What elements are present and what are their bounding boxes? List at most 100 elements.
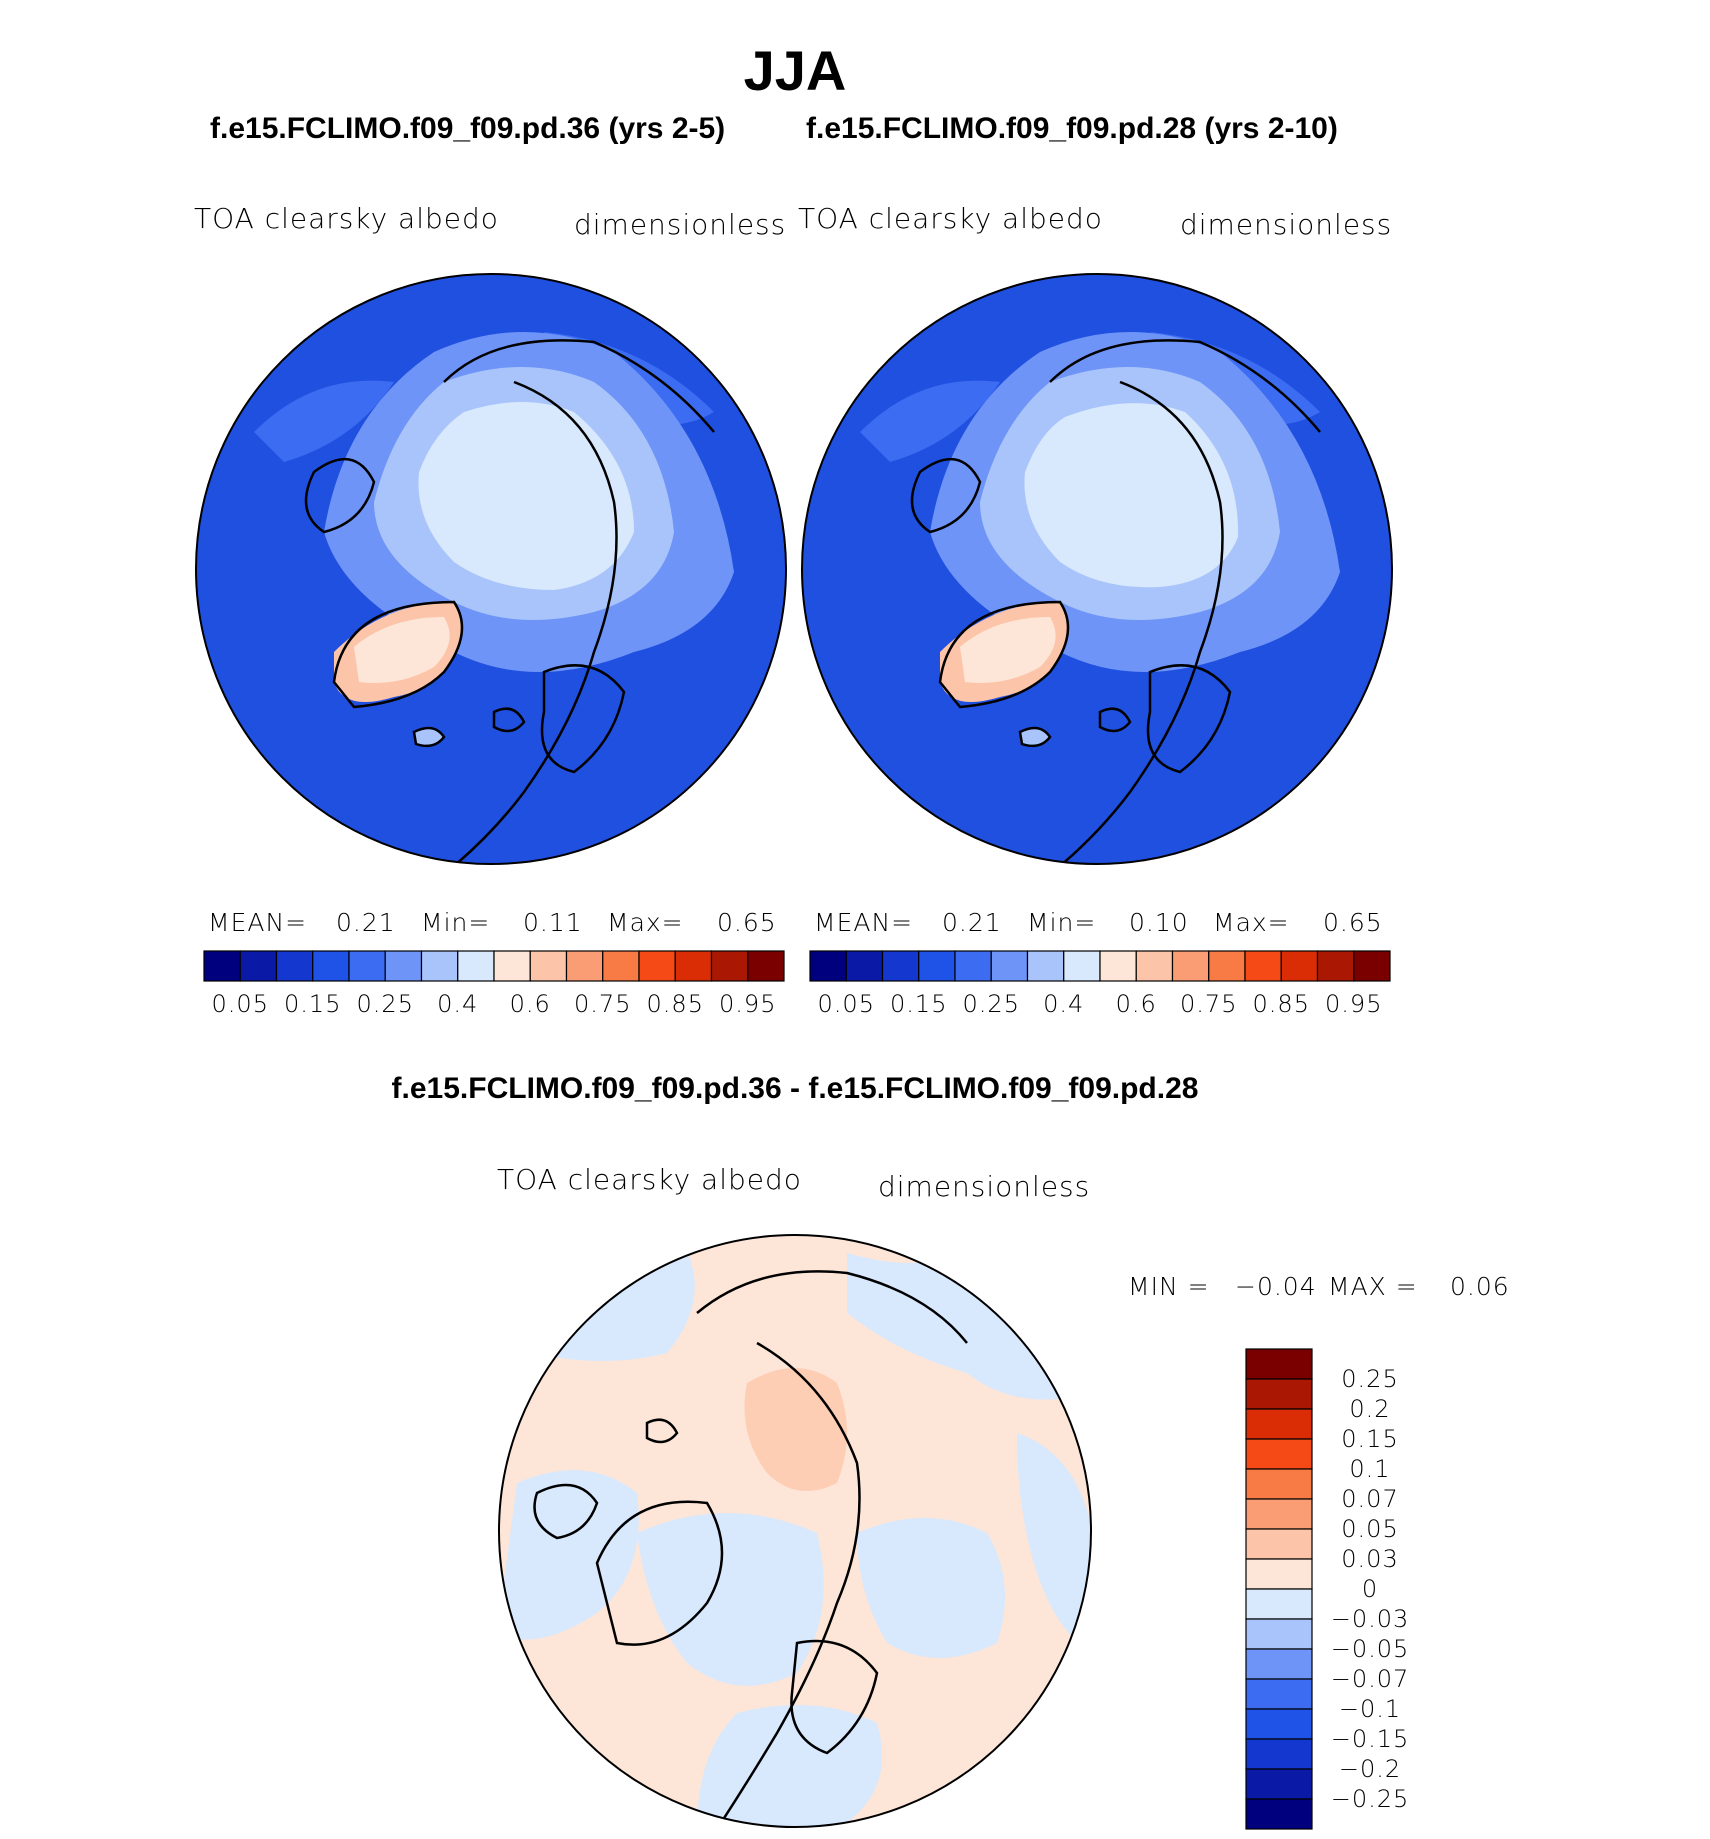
diff-colorbar-swatch-1 bbox=[1245, 1378, 1313, 1410]
diff-colorbar-swatch-12 bbox=[1245, 1708, 1313, 1740]
diff-colorbar-swatch-3 bbox=[1245, 1438, 1313, 1470]
right-colorbar-swatch-3 bbox=[918, 950, 956, 982]
right-mean-value: 0.21 bbox=[942, 908, 1002, 937]
difference-title: f.e15.FCLIMO.f09_f09.pd.36 - f.e15.FCLIM… bbox=[391, 1072, 1199, 1105]
right-min-label: Min= bbox=[1027, 908, 1097, 937]
diff-colorbar-tick-label: 0.07 bbox=[1341, 1485, 1399, 1513]
right-units-label: dimensionless bbox=[1180, 208, 1393, 241]
left-colorbar-swatch-3 bbox=[312, 950, 350, 982]
left-colorbar-swatch-7 bbox=[457, 950, 495, 982]
left-colorbar-swatch-9 bbox=[529, 950, 568, 982]
diff-colorbar-swatch-11 bbox=[1245, 1678, 1313, 1710]
left-colorbar-swatch-11 bbox=[602, 950, 640, 982]
right-colorbar-tick-label: 0.75 bbox=[1180, 990, 1238, 1018]
right-colorbar-swatch-7 bbox=[1063, 950, 1101, 982]
right-max-value: 0.65 bbox=[1323, 908, 1383, 937]
right-colorbar-tick-label: 0.85 bbox=[1252, 990, 1310, 1018]
right-colorbar-swatch-2 bbox=[881, 950, 920, 982]
diff-min-value: −0.04 bbox=[1235, 1272, 1317, 1301]
diff-max-value: 0.06 bbox=[1450, 1272, 1510, 1301]
diff-max-label: MAX = bbox=[1328, 1272, 1418, 1301]
left-min-value: 0.11 bbox=[523, 908, 583, 937]
left-colorbar-tick-label: 0.95 bbox=[719, 990, 777, 1018]
left-colorbar-swatch-13 bbox=[674, 950, 713, 982]
diff-colorbar-swatch-9 bbox=[1245, 1618, 1313, 1650]
difference-polar-map bbox=[498, 1234, 1092, 1828]
diff-units-label: dimensionless bbox=[878, 1170, 1091, 1203]
left-max-label: Max= bbox=[607, 908, 684, 937]
left-colorbar-tick-label: 0.6 bbox=[509, 990, 551, 1018]
diff-colorbar-tick-label: 0 bbox=[1361, 1575, 1379, 1603]
diff-colorbar-tick-label: −0.05 bbox=[1330, 1635, 1410, 1663]
diff-colorbar-tick-label: 0.03 bbox=[1341, 1545, 1399, 1573]
left-mean-label: MEAN= bbox=[208, 908, 308, 937]
right-colorbar-swatch-9 bbox=[1135, 950, 1174, 982]
right-colorbar-swatch-4 bbox=[954, 950, 992, 982]
right-colorbar-tick-label: 0.05 bbox=[817, 990, 875, 1018]
left-colorbar-swatch-1 bbox=[239, 950, 278, 982]
right-polar-map bbox=[801, 273, 1393, 865]
left-colorbar bbox=[203, 950, 785, 982]
right-colorbar-tick-label: 0.25 bbox=[962, 990, 1020, 1018]
right-colorbar-tick-label: 0.95 bbox=[1325, 990, 1383, 1018]
right-colorbar-swatch-1 bbox=[845, 950, 884, 982]
diff-colorbar-swatch-10 bbox=[1245, 1648, 1313, 1680]
left-colorbar-swatch-5 bbox=[384, 950, 423, 982]
right-colorbar-swatch-11 bbox=[1208, 950, 1246, 982]
left-polar-map bbox=[195, 273, 787, 865]
left-colorbar-swatch-4 bbox=[348, 950, 386, 982]
left-colorbar-tick-label: 0.15 bbox=[284, 990, 342, 1018]
right-min-value: 0.10 bbox=[1129, 908, 1189, 937]
diff-colorbar-tick-label: 0.15 bbox=[1341, 1425, 1399, 1453]
diff-colorbar-tick-label: 0.1 bbox=[1349, 1455, 1391, 1483]
right-colorbar-swatch-6 bbox=[1026, 950, 1065, 982]
left-colorbar-swatch-10 bbox=[565, 950, 604, 982]
left-colorbar-tick-label: 0.05 bbox=[211, 990, 269, 1018]
diff-colorbar-swatch-2 bbox=[1245, 1408, 1313, 1440]
right-colorbar-swatch-14 bbox=[1316, 950, 1355, 982]
diff-colorbar-swatch-8 bbox=[1245, 1588, 1313, 1620]
right-colorbar-swatch-8 bbox=[1099, 950, 1137, 982]
left-min-label: Min= bbox=[421, 908, 491, 937]
diff-colorbar-tick-label: −0.25 bbox=[1330, 1785, 1410, 1813]
right-colorbar-swatch-12 bbox=[1244, 950, 1282, 982]
diff-colorbar bbox=[1245, 1348, 1313, 1830]
left-colorbar-tick-label: 0.85 bbox=[646, 990, 704, 1018]
left-colorbar-swatch-15 bbox=[747, 950, 785, 982]
diff-colorbar-swatch-7 bbox=[1245, 1558, 1313, 1590]
left-colorbar-swatch-2 bbox=[275, 950, 314, 982]
right-colorbar-swatch-0 bbox=[809, 950, 847, 982]
left-variable-label: TOA clearsky albedo bbox=[194, 202, 499, 235]
diff-colorbar-tick-label: −0.07 bbox=[1330, 1665, 1410, 1693]
diff-colorbar-swatch-5 bbox=[1245, 1498, 1313, 1530]
diff-colorbar-tick-label: 0.25 bbox=[1341, 1365, 1399, 1393]
diff-colorbar-swatch-4 bbox=[1245, 1468, 1313, 1500]
right-case-title: f.e15.FCLIMO.f09_f09.pd.28 (yrs 2-10) bbox=[806, 112, 1338, 145]
diff-colorbar-swatch-14 bbox=[1245, 1768, 1313, 1800]
left-colorbar-swatch-14 bbox=[710, 950, 749, 982]
figure-title: JJA bbox=[743, 39, 847, 102]
left-colorbar-swatch-0 bbox=[203, 950, 241, 982]
diff-colorbar-swatch-0 bbox=[1245, 1348, 1313, 1380]
right-colorbar-tick-label: 0.4 bbox=[1043, 990, 1085, 1018]
diff-min-label: MIN = bbox=[1128, 1272, 1210, 1301]
left-max-value: 0.65 bbox=[717, 908, 777, 937]
diff-colorbar-tick-label: −0.03 bbox=[1330, 1605, 1410, 1633]
diff-colorbar-tick-label: 0.2 bbox=[1349, 1395, 1391, 1423]
right-colorbar-swatch-15 bbox=[1353, 950, 1391, 982]
right-max-label: Max= bbox=[1213, 908, 1290, 937]
left-mean-value: 0.21 bbox=[336, 908, 396, 937]
right-colorbar-ticks: 0.05 0.15 0.25 0.4 0.6 0.75 0.85 0.95 bbox=[809, 990, 1391, 1020]
left-colorbar-tick-label: 0.4 bbox=[437, 990, 479, 1018]
right-colorbar-tick-label: 0.6 bbox=[1115, 990, 1157, 1018]
diff-colorbar-swatch-6 bbox=[1245, 1528, 1313, 1560]
left-colorbar-tick-label: 0.75 bbox=[574, 990, 632, 1018]
right-colorbar-swatch-5 bbox=[990, 950, 1029, 982]
right-colorbar-swatch-13 bbox=[1280, 950, 1319, 982]
right-colorbar-swatch-10 bbox=[1171, 950, 1210, 982]
right-variable-label: TOA clearsky albedo bbox=[798, 202, 1103, 235]
left-colorbar-swatch-8 bbox=[493, 950, 531, 982]
diff-colorbar-tick-label: 0.05 bbox=[1341, 1515, 1399, 1543]
left-case-title: f.e15.FCLIMO.f09_f09.pd.36 (yrs 2-5) bbox=[210, 112, 726, 145]
diff-variable-label: TOA clearsky albedo bbox=[497, 1163, 802, 1196]
